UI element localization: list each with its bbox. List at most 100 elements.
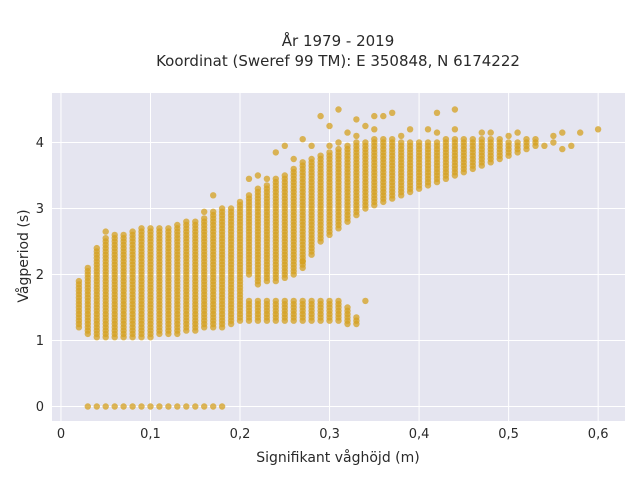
data-point (147, 225, 154, 232)
data-point (550, 139, 557, 146)
data-point (308, 142, 315, 149)
data-point (290, 155, 297, 163)
data-point (227, 205, 235, 212)
data-point (93, 403, 101, 410)
data-point (174, 403, 181, 410)
y-tick-label: 2 (36, 268, 44, 283)
data-point (568, 142, 575, 149)
data-point (299, 136, 306, 143)
data-point (451, 106, 459, 113)
data-point (460, 136, 467, 143)
chart-title-line-1: År 1979 - 2019 (282, 31, 395, 50)
data-point (362, 139, 369, 146)
data-point (272, 175, 279, 182)
data-point (335, 106, 342, 113)
data-point (442, 136, 450, 143)
data-point (210, 192, 217, 199)
data-point (344, 129, 351, 136)
data-point (469, 136, 476, 143)
data-point (308, 155, 315, 163)
data-point (371, 136, 378, 143)
data-point (505, 132, 512, 140)
data-point (120, 403, 127, 410)
data-point (254, 185, 262, 192)
data-point (102, 403, 109, 410)
data-point (380, 136, 387, 143)
y-tick-label: 3 (36, 202, 44, 217)
data-point (245, 297, 253, 305)
data-point (129, 228, 136, 235)
data-point (93, 244, 101, 252)
data-point (84, 403, 92, 410)
data-point (156, 225, 163, 232)
data-point (424, 126, 432, 133)
data-point (263, 297, 271, 305)
data-point (344, 304, 351, 311)
data-point (523, 136, 530, 143)
data-point (317, 297, 324, 305)
data-point (210, 403, 217, 410)
data-point (532, 136, 539, 143)
x-tick-label: 0,6 (588, 427, 609, 442)
data-point (380, 112, 387, 120)
data-point (183, 403, 190, 410)
data-point (138, 403, 145, 410)
data-point (335, 145, 342, 153)
data-point (102, 235, 109, 242)
data-point (210, 208, 217, 215)
x-tick-label: 0,2 (230, 427, 251, 442)
data-point (415, 139, 423, 146)
data-point (201, 403, 208, 410)
data-point (75, 277, 83, 285)
data-point (183, 218, 190, 225)
x-axis-ticks: 0 0,1 0,2 0,3 0,4 0,5 0,6 (57, 427, 609, 442)
data-point (478, 136, 485, 143)
data-point (362, 297, 369, 305)
data-point (218, 403, 226, 410)
data-point (326, 297, 333, 305)
data-point (138, 225, 145, 232)
data-point (371, 112, 378, 120)
data-point (514, 129, 521, 136)
data-point (308, 297, 315, 305)
data-point (102, 228, 109, 235)
data-point (192, 218, 199, 225)
x-axis-title: Signifikant våghöjd (m) (256, 449, 419, 466)
data-point (147, 403, 154, 410)
data-point (335, 297, 342, 305)
data-point (281, 172, 288, 179)
data-point (263, 175, 271, 182)
data-point (281, 142, 288, 149)
data-point (111, 231, 118, 239)
data-point (451, 126, 459, 133)
data-point (272, 297, 279, 305)
data-point (317, 112, 324, 120)
data-point (299, 159, 306, 166)
x-tick-label: 0,4 (409, 427, 430, 442)
data-point (577, 129, 584, 136)
x-tick-label: 0,1 (140, 427, 161, 442)
data-point (496, 136, 503, 143)
data-point (398, 139, 405, 146)
data-point (478, 129, 485, 136)
data-point (129, 403, 136, 410)
data-point (201, 215, 208, 222)
data-point (353, 314, 360, 321)
y-axis-ticks: 0 1 2 3 4 (36, 136, 44, 415)
data-point (451, 136, 459, 143)
data-point (433, 139, 441, 146)
data-point (254, 297, 262, 305)
y-tick-label: 1 (36, 334, 44, 349)
data-point (299, 297, 306, 305)
data-point (344, 142, 351, 149)
data-point (174, 221, 181, 229)
data-point (389, 109, 396, 117)
data-point (84, 264, 92, 272)
data-point (245, 175, 253, 182)
data-point (353, 132, 360, 140)
data-point (353, 116, 360, 123)
data-point (326, 149, 333, 156)
y-tick-label: 0 (36, 400, 44, 415)
data-point (406, 126, 414, 133)
